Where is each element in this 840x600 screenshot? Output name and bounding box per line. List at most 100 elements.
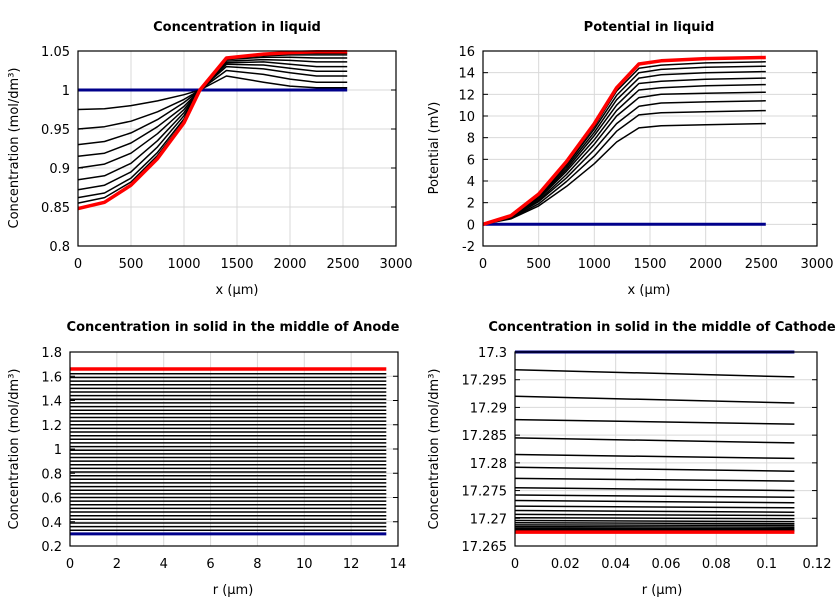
- x-tick-label: 0: [511, 557, 519, 572]
- y-tick-label: 1: [54, 443, 62, 458]
- chart-title: Concentration in solid in the middle of …: [67, 320, 400, 335]
- y-tick-label: 14: [458, 67, 475, 82]
- x-tick-label: 3000: [800, 257, 833, 272]
- x-tick-label: 6: [206, 557, 214, 572]
- x-tick-label: 0.02: [551, 557, 580, 572]
- x-tick-label: 2000: [273, 257, 306, 272]
- series-line: [514, 368, 795, 378]
- x-tick-label: 0.08: [702, 557, 731, 572]
- y-tick-label: -2: [462, 240, 475, 255]
- y-tick-label: 10: [458, 110, 475, 125]
- chart-title: Potential in liquid: [584, 20, 715, 35]
- y-tick-label: 17.295: [462, 374, 508, 389]
- plot-frame: [514, 351, 818, 547]
- series-line: [514, 499, 795, 504]
- series-line: [514, 395, 795, 404]
- y-tick-label: 17.27: [470, 512, 507, 527]
- x-tick-label: 1000: [167, 257, 200, 272]
- y-tick-label: 0.6: [41, 492, 62, 507]
- series-line: [514, 437, 795, 444]
- series-line: [514, 494, 795, 498]
- y-tick-label: 1.8: [41, 346, 62, 361]
- plot-frame: [77, 50, 397, 247]
- series-line: [514, 509, 795, 513]
- series-line: [482, 109, 766, 226]
- series-line: [514, 487, 795, 492]
- y-tick-label: 16: [458, 45, 475, 60]
- x-tick-label: 0.04: [601, 557, 630, 572]
- series-line: [482, 65, 766, 226]
- x-tick-label: 2: [113, 557, 121, 572]
- series-line: [77, 61, 348, 169]
- y-tick-label: 17.3: [478, 346, 507, 361]
- y-axis-label: Potential (mV): [427, 102, 442, 195]
- y-tick-label: 0.9: [49, 162, 70, 177]
- series-line: [514, 519, 795, 523]
- x-tick-label: 14: [390, 557, 407, 572]
- x-tick-label: 1500: [633, 257, 666, 272]
- chart-title: Concentration in solid in the middle of …: [488, 320, 836, 335]
- subplot-1: 0 500 1000 1500 2000 2500 3000 0.8 0.85 0.9 0.95 1 1…: [7, 20, 413, 298]
- series-line: [514, 521, 795, 525]
- x-tick-label: 0.06: [652, 557, 681, 572]
- y-tick-label: 17.29: [470, 401, 507, 416]
- x-tick-label: 500: [526, 257, 551, 272]
- x-tick-label: 2500: [745, 257, 778, 272]
- series-line: [482, 122, 766, 226]
- subplot-3: 0 2 4 6 8 10 12 14 0.2 0.4 0.6 0.8 1 1.2 1.4 1.6 1.8 Conc…: [7, 320, 406, 598]
- y-tick-label: 2: [467, 197, 475, 212]
- y-tick-label: 6: [467, 153, 475, 168]
- series-line: [514, 513, 795, 517]
- x-tick-label: 0.1: [756, 557, 777, 572]
- series-line: [514, 525, 795, 528]
- series-line: [514, 527, 795, 530]
- y-tick-label: 17.265: [462, 540, 508, 555]
- plot-frame: [482, 50, 818, 247]
- y-tick-label: 1.4: [41, 395, 62, 410]
- y-tick-label: 0.2: [41, 540, 62, 555]
- x-tick-label: 1000: [578, 257, 611, 272]
- x-tick-label: 4: [160, 557, 168, 572]
- y-axis-label: Concentration (mol/dm³): [7, 369, 22, 530]
- series-line: [514, 505, 795, 509]
- series-line: [514, 453, 795, 460]
- x-tick-label: 500: [119, 257, 144, 272]
- series-line: [482, 91, 766, 226]
- y-tick-label: 0.8: [49, 240, 70, 255]
- x-axis-label: x (µm): [216, 283, 259, 298]
- plot-frame: [69, 351, 399, 547]
- x-tick-label: 2500: [326, 257, 359, 272]
- chart-title: Concentration in liquid: [153, 20, 321, 35]
- subplot-4: 0 0.02 0.04 0.06 0.08 0.1 0.12 17.265 17.27 17.27…: [427, 320, 836, 598]
- y-tick-label: 12: [458, 88, 475, 103]
- y-tick-label: 1.05: [41, 45, 70, 60]
- series-line: [514, 477, 795, 482]
- y-tick-label: 1.2: [41, 419, 62, 434]
- y-tick-label: 1: [62, 84, 70, 99]
- y-tick-label: 0.85: [41, 201, 70, 216]
- y-tick-label: 0.8: [41, 467, 62, 482]
- y-tick-label: 0.95: [41, 123, 70, 138]
- series-line: [482, 61, 766, 226]
- y-tick-label: 17.285: [462, 429, 508, 444]
- x-tick-label: 1500: [220, 257, 253, 272]
- x-tick-label: 0: [66, 557, 74, 572]
- x-tick-label: 0.12: [803, 557, 832, 572]
- x-axis-label: r (µm): [213, 583, 254, 598]
- y-tick-label: 0: [467, 218, 475, 233]
- final-series-line: [77, 50, 348, 211]
- series-line: [514, 466, 795, 472]
- final-series-line: [482, 55, 766, 226]
- subplot-2: 0 500 1000 1500 2000 2500 3000 -2 0 2 4 6 8 10 12 14 16 P…: [427, 20, 834, 298]
- series-line: [514, 516, 795, 520]
- x-tick-label: 10: [296, 557, 313, 572]
- y-axis-label: Concentration (mol/dm³): [7, 68, 22, 229]
- x-axis-label: x (µm): [628, 283, 671, 298]
- y-tick-label: 8: [467, 132, 475, 147]
- x-tick-label: 12: [343, 557, 360, 572]
- y-axis-label: Concentration (mol/dm³): [427, 369, 442, 530]
- y-tick-label: 17.275: [462, 485, 508, 500]
- y-tick-label: 0.4: [41, 516, 62, 531]
- x-tick-label: 0: [74, 257, 82, 272]
